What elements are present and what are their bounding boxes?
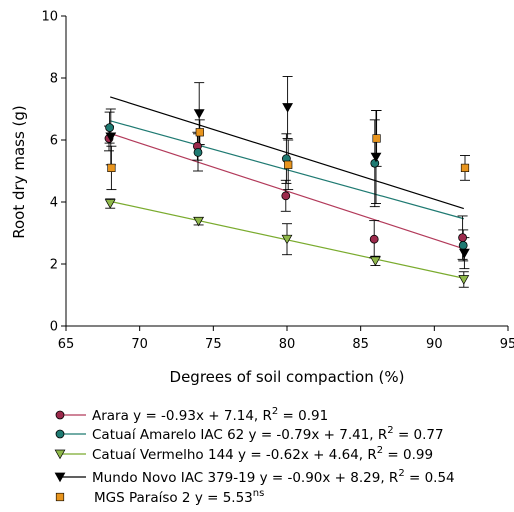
trend-line-3 <box>110 96 464 210</box>
legend-marker <box>55 492 65 502</box>
y-tick-label: 2 <box>50 258 58 273</box>
legend-r2-value: = 0.77 <box>394 427 444 443</box>
data-point <box>281 191 291 201</box>
legend: Arara y = -0.93x + 7.14, R2 = 0.91Catuaí… <box>54 406 455 506</box>
legend-r2-superscript: 2 <box>387 425 393 436</box>
y-axis-title: Root dry mass (g) <box>10 105 28 239</box>
legend-label: MGS Paraíso 2 y = 5.53 <box>94 490 253 506</box>
data-point <box>458 240 468 250</box>
legend-r2-value: = 0.99 <box>383 447 433 463</box>
legend-r2-superscript: 2 <box>398 468 404 479</box>
data-point <box>370 256 381 267</box>
x-axis-title: Degrees of soil compaction (%) <box>170 368 405 386</box>
legend-marker <box>54 472 66 483</box>
legend-r2-value: = 0.54 <box>405 470 455 486</box>
legend-marker <box>55 410 65 420</box>
data-point <box>458 275 470 285</box>
data-point <box>107 163 116 173</box>
legend-entry: Catuaí Vermelho 144 y = -0.62x + 4.64, R… <box>92 445 433 463</box>
data-points <box>104 103 470 285</box>
legend-label: Catuaí Vermelho 144 y = -0.62x + 4.64, R <box>92 447 377 463</box>
trend-line-0 <box>110 132 464 250</box>
legend-r2-superscript: 2 <box>272 406 278 417</box>
x-tick-label: 65 <box>58 337 75 352</box>
legend-label: Mundo Novo IAC 379-19 y = -0.90x + 8.29,… <box>92 470 398 486</box>
legend-label: Arara y = -0.93x + 7.14, R <box>92 408 272 424</box>
x-tick-label: 75 <box>205 337 222 352</box>
data-point <box>370 152 382 163</box>
data-point <box>282 103 293 113</box>
data-point <box>193 147 203 157</box>
trend-line-1 <box>110 120 464 220</box>
y-tick-label: 0 <box>50 320 58 335</box>
data-point <box>460 163 470 173</box>
x-tick-label: 70 <box>131 337 148 352</box>
data-point <box>369 234 379 244</box>
y-tick-label: 10 <box>41 10 58 25</box>
data-point <box>370 158 380 168</box>
y-tick-label: 6 <box>50 134 58 149</box>
legend-marker <box>55 429 65 439</box>
data-point <box>105 123 114 132</box>
data-point <box>104 199 116 209</box>
legend-entry: MGS Paraíso 2 y = 5.53ns <box>94 488 264 506</box>
x-tick-label: 95 <box>500 337 514 352</box>
legend-ns-superscript: ns <box>253 488 265 499</box>
data-point <box>195 128 204 137</box>
y-tick-label: 8 <box>50 72 58 87</box>
legend-entry: Mundo Novo IAC 379-19 y = -0.90x + 8.29,… <box>92 468 455 486</box>
data-point <box>284 160 293 169</box>
legend-marker <box>54 449 66 460</box>
x-tick-label: 85 <box>352 337 369 352</box>
data-point <box>372 134 381 143</box>
data-point <box>105 132 117 143</box>
legend-r2-superscript: 2 <box>377 445 383 456</box>
x-tick-label: 80 <box>279 337 296 352</box>
data-point <box>458 233 468 243</box>
legend-label: Catuaí Amarelo IAC 62 y = -0.79x + 7.41,… <box>92 427 387 443</box>
y-tick-label: 4 <box>50 196 58 211</box>
data-point <box>193 216 204 227</box>
x-tick-label: 90 <box>426 337 443 352</box>
tick-labels: 65 70 75 80 85 90 95 0 2 4 6 8 10 <box>41 10 514 353</box>
axes <box>61 15 509 331</box>
legend-r2-value: = 0.91 <box>278 408 328 424</box>
data-point <box>193 109 205 119</box>
legend-entry: Arara y = -0.93x + 7.14, R2 = 0.91 <box>92 406 328 424</box>
data-point <box>281 234 293 245</box>
legend-entry: Catuaí Amarelo IAC 62 y = -0.79x + 7.41,… <box>92 425 444 443</box>
data-point <box>459 248 470 259</box>
